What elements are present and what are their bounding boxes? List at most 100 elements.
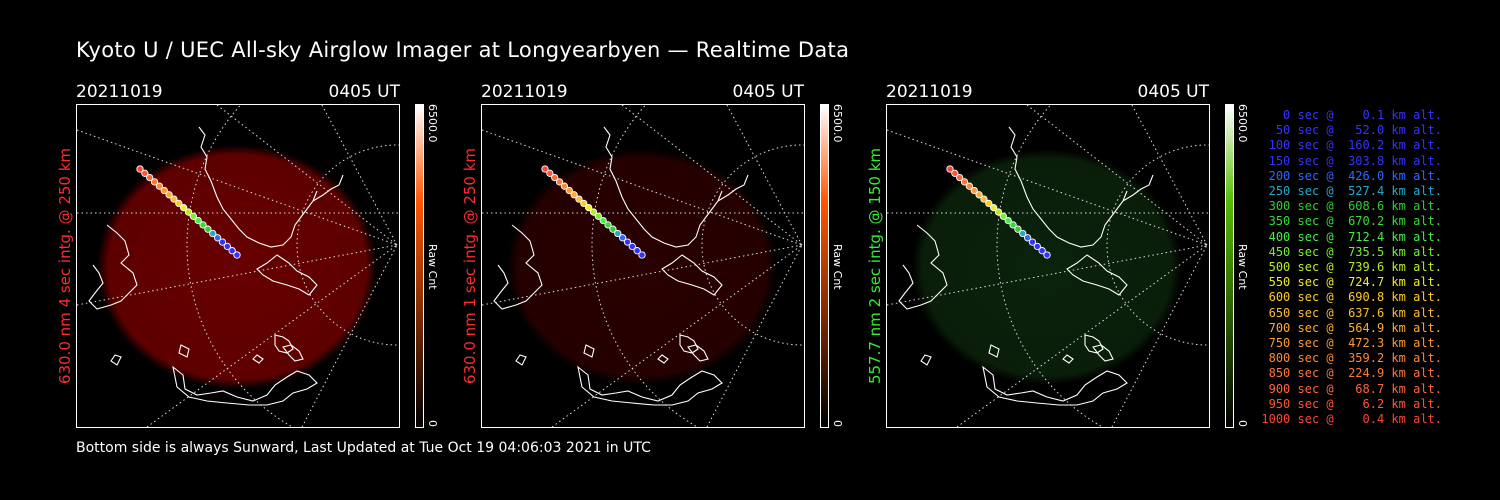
altitude-legend: 0 sec @ 0.1 km alt. 50 sec @ 52.0 km alt…: [1250, 108, 1442, 427]
trajectory-point: [194, 216, 202, 225]
trajectory-point: [155, 182, 164, 190]
panel-2-colorbar-min: 0: [831, 420, 844, 427]
coastline: [577, 365, 723, 406]
coastline: [1084, 334, 1104, 354]
legend-row: 550 sec @ 724.7 km alt.: [1261, 275, 1442, 290]
trajectory-point: [633, 247, 641, 255]
coastline: [172, 365, 318, 406]
coastline: [717, 174, 749, 202]
panel-3-date: 20211019: [886, 82, 973, 102]
trajectory-point: [184, 208, 193, 216]
panel-3-colorbar: [1225, 104, 1234, 428]
coastline: [493, 224, 543, 310]
legend-row: 900 sec @ 68.7 km alt.: [1261, 381, 1442, 396]
legend-row: 100 sec @ 160.2 km alt.: [1261, 138, 1442, 153]
panel-3-colorbar-max: 6500.0: [1236, 104, 1249, 143]
legend-row: 650 sec @ 637.6 km alt.: [1261, 305, 1442, 320]
coastline: [1122, 174, 1154, 202]
trajectory-point: [136, 165, 144, 173]
panel-2-image[interactable]: [481, 104, 805, 428]
trajectory-point: [956, 173, 964, 182]
coastline: [603, 126, 723, 248]
trajectory-point: [228, 247, 236, 255]
sky-map: [77, 105, 399, 427]
trajectory-point: [575, 195, 583, 203]
trajectory-point: [970, 186, 978, 195]
coastline: [110, 354, 122, 366]
legend-row: 250 sec @ 527.4 km alt.: [1261, 184, 1442, 199]
legend-row: 1000 sec @ 0.4 km alt.: [1261, 412, 1442, 427]
coastline: [515, 354, 527, 366]
trajectory-point: [980, 195, 988, 203]
trajectory-point: [170, 195, 178, 203]
legend-row: 200 sec @ 426.0 km alt.: [1261, 168, 1442, 183]
panel-3-colorbar-unit: Raw Cnt: [1236, 244, 1249, 290]
coastline: [312, 174, 344, 202]
legend-row: 500 sec @ 739.6 km alt.: [1261, 260, 1442, 275]
coastline: [256, 254, 318, 296]
panel-1-image[interactable]: [76, 104, 400, 428]
sky-map: [887, 105, 1209, 427]
trajectory-point: [638, 251, 646, 259]
trajectory-point: [551, 173, 559, 182]
panel-2-ylabel: 630.0 nm 1 sec intg. @ 250 km: [461, 147, 479, 385]
panel-1-date: 20211019: [76, 82, 163, 102]
panel-2-time: 0405 UT: [732, 82, 805, 102]
coastline: [898, 224, 948, 310]
trajectory-point: [951, 169, 959, 177]
panel-3-image[interactable]: [886, 104, 1210, 428]
trajectory-point: [580, 199, 588, 208]
coastline: [687, 344, 709, 362]
coastline: [657, 354, 669, 364]
trajectory-point: [209, 229, 217, 238]
legend-row: 750 sec @ 472.3 km alt.: [1261, 336, 1442, 351]
trajectory-point: [1028, 238, 1037, 246]
trajectory-point: [165, 191, 173, 199]
legend-row: 400 sec @ 712.4 km alt.: [1261, 229, 1442, 244]
trajectory-point: [199, 221, 207, 229]
trajectory-point: [1023, 234, 1032, 242]
trajectory-point: [1043, 251, 1051, 259]
coastline: [988, 344, 1000, 358]
panel-2-colorbar-max: 6500.0: [831, 104, 844, 143]
coastline: [252, 354, 264, 364]
trajectory-point: [965, 182, 974, 190]
legend-row: 700 sec @ 564.9 km alt.: [1261, 320, 1442, 335]
trajectory-point: [1009, 221, 1017, 229]
trajectory-point: [233, 251, 241, 259]
coastline: [1062, 354, 1074, 364]
trajectory-point: [560, 182, 569, 190]
legend-row: 600 sec @ 690.8 km alt.: [1261, 290, 1442, 305]
trajectory-point: [946, 165, 954, 173]
trajectory-point: [141, 169, 149, 177]
coastline: [920, 354, 932, 366]
panel-3-ylabel: 557.7 nm 2 sec intg. @ 150 km: [866, 147, 884, 385]
coastline: [1066, 254, 1128, 296]
trajectory-point: [609, 225, 617, 233]
panel-1-time: 0405 UT: [328, 82, 401, 102]
panel-1-colorbar-unit: Raw Cnt: [426, 244, 439, 290]
panel-1-colorbar: [415, 104, 424, 428]
trajectory-point: [618, 234, 627, 242]
coastline: [178, 344, 190, 358]
trajectory-point: [180, 204, 188, 212]
coastline: [198, 126, 318, 248]
airglow-field: [97, 145, 377, 389]
trajectory-point: [1014, 225, 1022, 233]
coastline: [982, 365, 1128, 406]
coastline: [88, 224, 138, 310]
panel-1-colorbar-max: 6500.0: [426, 104, 439, 143]
trajectory-point: [1004, 216, 1012, 225]
panel-3-colorbar-min: 0: [1236, 420, 1249, 427]
panel-2-colorbar-unit: Raw Cnt: [831, 244, 844, 290]
legend-row: 450 sec @ 735.5 km alt.: [1261, 244, 1442, 259]
panel-3-time: 0405 UT: [1137, 82, 1210, 102]
trajectory-point: [975, 191, 983, 199]
page-title: Kyoto U / UEC All-sky Airglow Imager at …: [76, 38, 850, 62]
trajectory-point: [960, 178, 969, 186]
trajectory-point: [218, 238, 227, 246]
panel-1-colorbar-min: 0: [426, 420, 439, 427]
coastline: [1008, 126, 1128, 248]
trajectory-point: [628, 242, 636, 251]
trajectory-point: [160, 186, 168, 195]
